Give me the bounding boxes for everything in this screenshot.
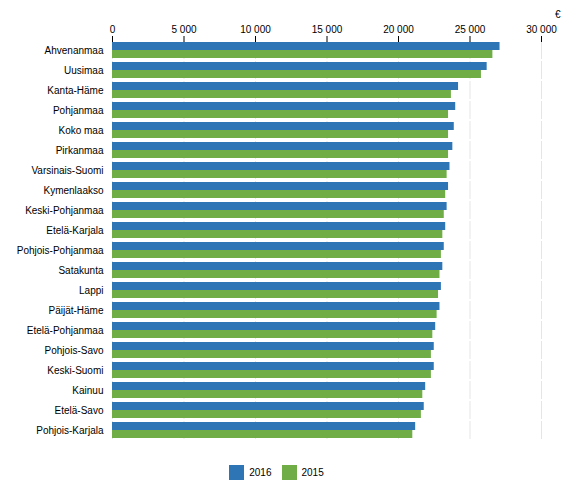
svg-text:Pohjois-Savo: Pohjois-Savo: [45, 345, 104, 356]
svg-text:Etelä-Karjala: Etelä-Karjala: [46, 225, 104, 236]
svg-text:€: €: [555, 9, 561, 20]
svg-text:30 000: 30 000: [526, 24, 557, 35]
html-text:2015: 2015: [301, 467, 324, 478]
svg-text:Kanta-Häme: Kanta-Häme: [47, 85, 104, 96]
svg-text:Pohjanmaa: Pohjanmaa: [53, 105, 104, 116]
svg-text:Keski-Suomi: Keski-Suomi: [47, 365, 103, 376]
svg-text:15 000: 15 000: [312, 24, 343, 35]
svg-text:Etelä-Savo: Etelä-Savo: [55, 405, 104, 416]
svg-text:Varsinais-Suomi: Varsinais-Suomi: [31, 165, 103, 176]
html-text:2016: 2016: [249, 467, 272, 478]
svg-text:Ahvenanmaa: Ahvenanmaa: [45, 45, 104, 56]
svg-text:Satakunta: Satakunta: [58, 265, 103, 276]
svg-text:25 000: 25 000: [455, 24, 486, 35]
svg-text:Lappi: Lappi: [79, 285, 103, 296]
svg-text:Pirkanmaa: Pirkanmaa: [56, 145, 104, 156]
svg-text:20 000: 20 000: [383, 24, 414, 35]
svg-text:Keski-Pohjanmaa: Keski-Pohjanmaa: [25, 205, 104, 216]
svg-text:Kainuu: Kainuu: [72, 385, 103, 396]
svg-text:Uusimaa: Uusimaa: [64, 65, 104, 76]
svg-text:5 000: 5 000: [171, 24, 196, 35]
svg-text:Päijät-Häme: Päijät-Häme: [48, 305, 103, 316]
svg-text:Pohjois-Karjala: Pohjois-Karjala: [36, 425, 104, 436]
svg-text:0: 0: [110, 24, 116, 35]
svg-text:10 000: 10 000: [240, 24, 271, 35]
svg-text:Kymenlaakso: Kymenlaakso: [43, 185, 103, 196]
svg-text:Koko maa: Koko maa: [58, 125, 103, 136]
svg-text:Pohjois-Pohjanmaa: Pohjois-Pohjanmaa: [17, 245, 104, 256]
svg-text:Etelä-Pohjanmaa: Etelä-Pohjanmaa: [27, 325, 104, 336]
